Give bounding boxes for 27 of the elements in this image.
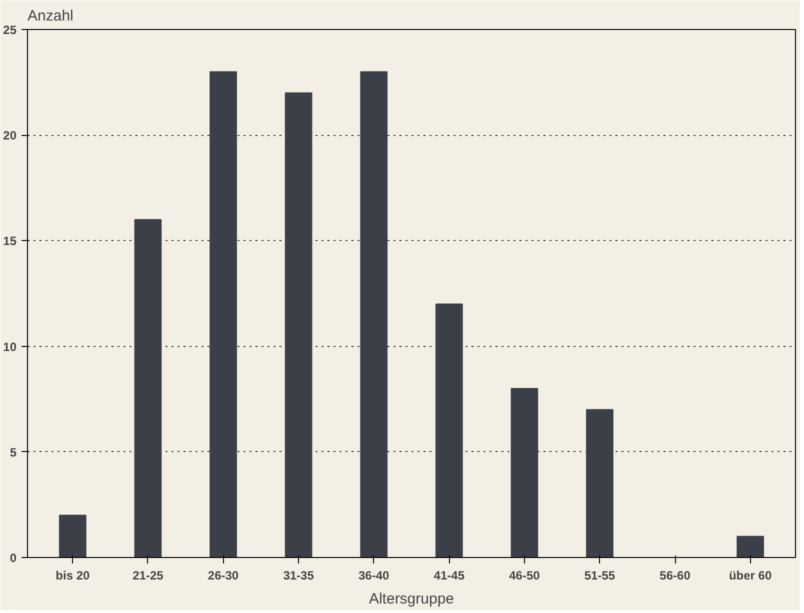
x-tick-label: 31-35 (283, 568, 314, 582)
x-axis-title: Altersgruppe (368, 590, 454, 608)
y-tick-label: 15 (3, 234, 17, 248)
bar (134, 219, 162, 558)
y-tick-label: 25 (3, 23, 17, 37)
bar (435, 304, 463, 558)
y-tick-label: 20 (3, 128, 17, 143)
x-tick-label: 51-55 (584, 568, 616, 582)
y-tick-label: 5 (10, 445, 17, 460)
x-tick-label: 21-25 (132, 568, 164, 582)
bar (586, 409, 614, 558)
x-tick-label: über 60 (728, 568, 772, 582)
x-tick-label: 41-45 (434, 568, 465, 582)
bar (59, 514, 86, 558)
y-tick-label: 10 (3, 340, 17, 354)
bar (736, 536, 764, 558)
bar (210, 71, 237, 558)
x-tick-label: 36-40 (358, 568, 390, 582)
bar (360, 71, 388, 558)
y-axis-title: Anzahl (28, 8, 74, 24)
x-tick-label: 26-30 (208, 568, 239, 582)
x-tick-label: bis 20 (56, 568, 90, 582)
bar (510, 388, 538, 558)
bar (284, 92, 312, 558)
y-tick-label: 0 (10, 551, 17, 565)
x-tick-label: 46-50 (509, 568, 540, 582)
x-tick-label: 56-60 (660, 568, 691, 582)
